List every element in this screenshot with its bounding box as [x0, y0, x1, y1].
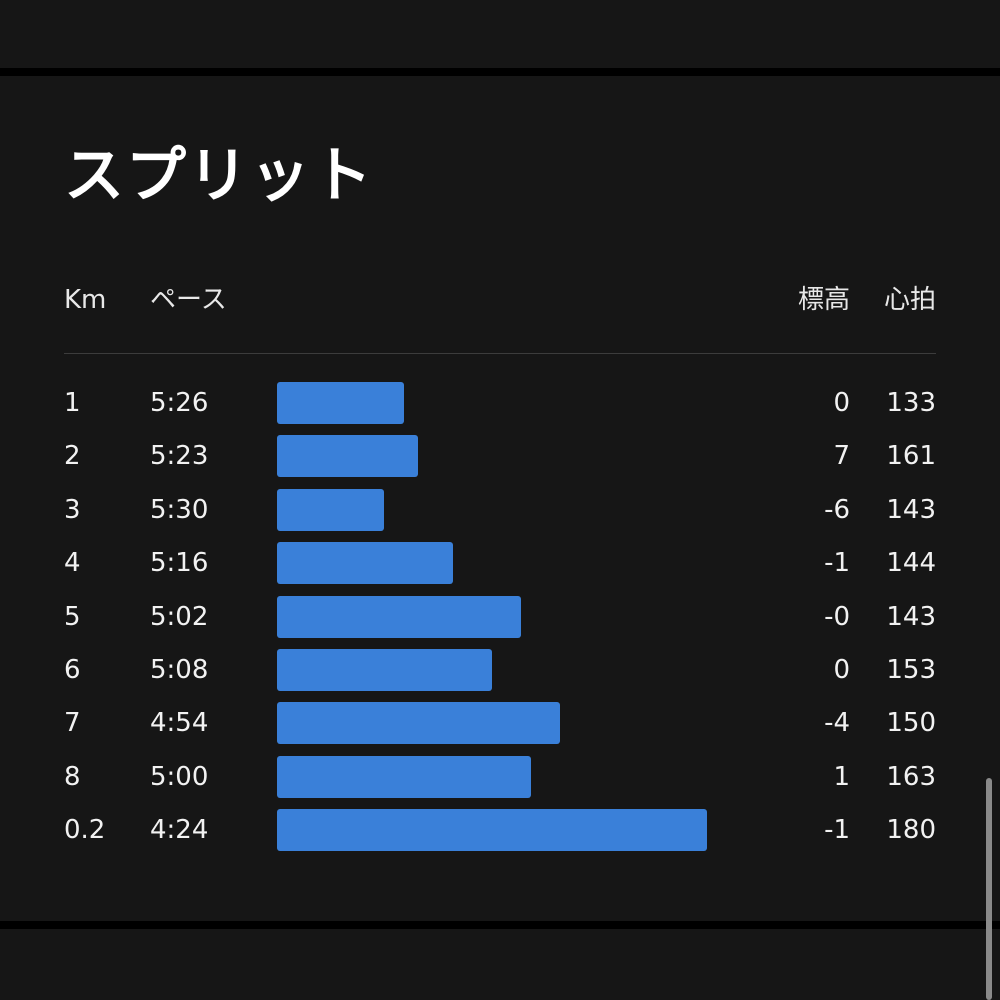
split-elevation: -1 — [824, 548, 850, 578]
pace-bar — [277, 702, 560, 744]
split-elevation: -6 — [824, 495, 850, 525]
split-elevation: -1 — [824, 815, 850, 845]
split-heart-rate: 161 — [886, 441, 936, 471]
split-pace: 5:02 — [150, 602, 209, 632]
column-header-elevation: 標高 — [797, 285, 850, 315]
split-row: 1 5:26 0 133 — [0, 381, 1000, 425]
previous-section-card — [0, 0, 1000, 68]
split-row: 8 5:00 1 163 — [0, 755, 1000, 799]
pace-bar — [277, 542, 453, 584]
split-heart-rate: 133 — [886, 388, 936, 418]
next-section-card — [0, 929, 1000, 1000]
split-elevation: -0 — [824, 602, 850, 632]
pace-bar — [277, 489, 384, 531]
split-pace: 4:24 — [150, 815, 209, 845]
split-elevation: 1 — [833, 762, 850, 792]
split-km: 6 — [64, 655, 81, 685]
split-row: 3 5:30 -6 143 — [0, 488, 1000, 532]
split-km: 0.2 — [64, 815, 106, 845]
split-elevation: 0 — [833, 655, 850, 685]
header-divider — [64, 353, 936, 354]
split-km: 7 — [64, 708, 81, 738]
split-elevation: 7 — [833, 441, 850, 471]
split-km: 5 — [64, 602, 81, 632]
split-heart-rate: 163 — [886, 762, 936, 792]
split-elevation: -4 — [824, 708, 850, 738]
split-pace: 5:23 — [150, 441, 209, 471]
pace-bar — [277, 382, 404, 424]
split-km: 4 — [64, 548, 81, 578]
split-pace: 4:54 — [150, 708, 209, 738]
column-header-km: Km — [64, 285, 107, 315]
split-row: 5 5:02 -0 143 — [0, 595, 1000, 639]
split-heart-rate: 143 — [886, 495, 936, 525]
split-pace: 5:08 — [150, 655, 209, 685]
split-km: 1 — [64, 388, 81, 418]
column-header-heart-rate: 心拍 — [883, 285, 936, 315]
split-heart-rate: 150 — [886, 708, 936, 738]
split-heart-rate: 144 — [886, 548, 936, 578]
split-km: 8 — [64, 762, 81, 792]
pace-bar — [277, 596, 521, 638]
split-row: 0.2 4:24 -1 180 — [0, 808, 1000, 852]
column-header-pace: ペース — [150, 285, 227, 315]
scrollbar[interactable] — [986, 778, 992, 1000]
split-elevation: 0 — [833, 388, 850, 418]
split-row: 4 5:16 -1 144 — [0, 541, 1000, 585]
split-pace: 5:26 — [150, 388, 209, 418]
split-row: 7 4:54 -4 150 — [0, 701, 1000, 745]
split-row: 2 5:23 7 161 — [0, 434, 1000, 478]
split-heart-rate: 153 — [886, 655, 936, 685]
split-km: 2 — [64, 441, 81, 471]
splits-card: スプリット Km ペース 標高 心拍 1 5:26 0 133 2 5:23 7 161 3 5:… — [0, 76, 1000, 921]
pace-bar — [277, 435, 418, 477]
pace-bar — [277, 809, 707, 851]
pace-bar — [277, 756, 531, 798]
split-heart-rate: 143 — [886, 602, 936, 632]
split-pace: 5:16 — [150, 548, 209, 578]
split-row: 6 5:08 0 153 — [0, 648, 1000, 692]
split-pace: 5:30 — [150, 495, 209, 525]
section-title: スプリット — [64, 141, 374, 211]
pace-bar — [277, 649, 492, 691]
split-heart-rate: 180 — [886, 815, 936, 845]
split-km: 3 — [64, 495, 81, 525]
split-pace: 5:00 — [150, 762, 209, 792]
